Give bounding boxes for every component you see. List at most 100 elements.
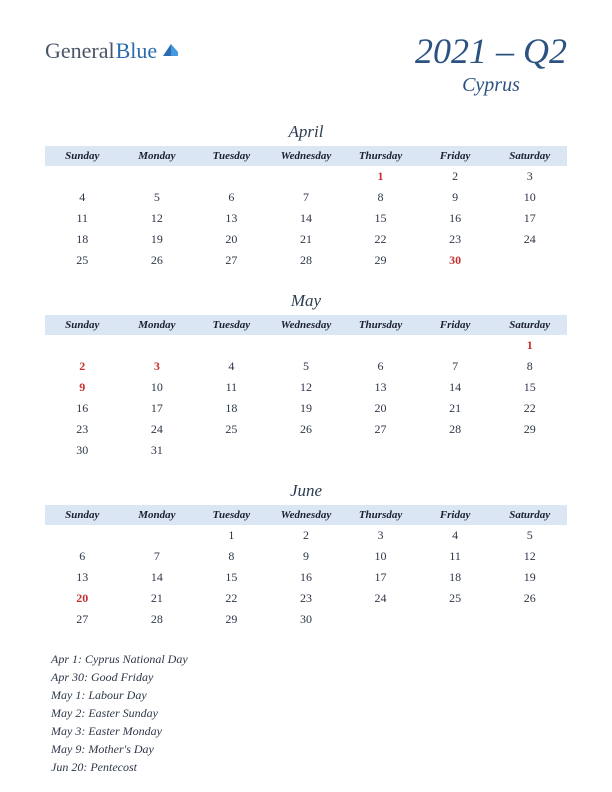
- day-header: Saturday: [492, 146, 567, 166]
- calendar-day-cell: 8: [194, 546, 269, 567]
- day-header: Sunday: [45, 505, 120, 525]
- calendar-day-cell: 4: [194, 356, 269, 377]
- calendar-day-cell: 23: [45, 419, 120, 440]
- calendar-day-cell: [343, 440, 418, 461]
- header: General Blue 2021 – Q2 Cyprus: [45, 30, 567, 97]
- calendar-day-cell: 20: [194, 229, 269, 250]
- calendar-day-cell: 27: [194, 250, 269, 271]
- calendar-table: SundayMondayTuesdayWednesdayThursdayFrid…: [45, 315, 567, 461]
- calendar-day-cell: 4: [418, 525, 493, 546]
- calendar-day-cell: [120, 335, 195, 356]
- calendar-day-cell: 13: [343, 377, 418, 398]
- calendar-day-cell: 28: [120, 609, 195, 630]
- calendar-day-cell: 15: [343, 208, 418, 229]
- calendar-day-cell: 14: [120, 567, 195, 588]
- calendar-day-cell: 30: [269, 609, 344, 630]
- calendar-day-cell: 14: [418, 377, 493, 398]
- calendar-week-row: 13141516171819: [45, 567, 567, 588]
- calendar-day-cell: 25: [418, 588, 493, 609]
- calendar-day-cell: 6: [194, 187, 269, 208]
- calendar-day-cell: 26: [120, 250, 195, 271]
- calendar-day-cell: 4: [45, 187, 120, 208]
- calendar-day-cell: 23: [269, 588, 344, 609]
- calendar-day-cell: 21: [418, 398, 493, 419]
- month-block: MaySundayMondayTuesdayWednesdayThursdayF…: [45, 291, 567, 461]
- holiday-entry: Apr 1: Cyprus National Day: [51, 650, 567, 668]
- calendar-day-cell: [194, 440, 269, 461]
- holiday-entry: May 3: Easter Monday: [51, 722, 567, 740]
- calendar-week-row: 3031: [45, 440, 567, 461]
- calendar-day-cell: 12: [492, 546, 567, 567]
- calendar-day-cell: 21: [120, 588, 195, 609]
- calendar-day-cell: 13: [45, 567, 120, 588]
- calendar-week-row: 16171819202122: [45, 398, 567, 419]
- calendar-day-cell: [269, 440, 344, 461]
- day-header: Wednesday: [269, 315, 344, 335]
- calendar-day-cell: [343, 335, 418, 356]
- calendar-day-cell: 18: [45, 229, 120, 250]
- calendar-day-cell: 17: [120, 398, 195, 419]
- calendars-container: AprilSundayMondayTuesdayWednesdayThursda…: [45, 122, 567, 630]
- calendar-day-cell: 30: [418, 250, 493, 271]
- calendar-day-cell: 22: [492, 398, 567, 419]
- month-title: April: [45, 122, 567, 142]
- calendar-day-cell: [492, 609, 567, 630]
- calendar-day-cell: 12: [269, 377, 344, 398]
- calendar-day-cell: 14: [269, 208, 344, 229]
- calendar-day-cell: 1: [194, 525, 269, 546]
- day-header: Saturday: [492, 315, 567, 335]
- calendar-day-cell: 7: [418, 356, 493, 377]
- calendar-table: SundayMondayTuesdayWednesdayThursdayFrid…: [45, 146, 567, 271]
- logo-text-general: General: [45, 38, 115, 64]
- calendar-week-row: 9101112131415: [45, 377, 567, 398]
- logo-triangle-icon: [161, 38, 179, 64]
- calendar-day-cell: 24: [120, 419, 195, 440]
- calendar-day-cell: 22: [194, 588, 269, 609]
- calendar-day-cell: 19: [120, 229, 195, 250]
- calendar-day-cell: [418, 609, 493, 630]
- calendar-day-cell: 9: [269, 546, 344, 567]
- day-header: Saturday: [492, 505, 567, 525]
- calendar-day-cell: [120, 525, 195, 546]
- calendar-day-cell: 1: [343, 166, 418, 187]
- holiday-entry: May 9: Mother's Day: [51, 740, 567, 758]
- calendar-week-row: 2345678: [45, 356, 567, 377]
- calendar-day-cell: 19: [492, 567, 567, 588]
- day-header: Thursday: [343, 146, 418, 166]
- calendar-day-cell: [343, 609, 418, 630]
- month-block: JuneSundayMondayTuesdayWednesdayThursday…: [45, 481, 567, 630]
- day-header: Monday: [120, 315, 195, 335]
- calendar-day-cell: 16: [45, 398, 120, 419]
- calendar-day-cell: 28: [418, 419, 493, 440]
- calendar-day-cell: 6: [45, 546, 120, 567]
- calendar-day-cell: [194, 335, 269, 356]
- calendar-week-row: 123: [45, 166, 567, 187]
- calendar-day-cell: 16: [418, 208, 493, 229]
- calendar-day-cell: 20: [343, 398, 418, 419]
- day-header: Wednesday: [269, 505, 344, 525]
- day-header: Tuesday: [194, 505, 269, 525]
- day-header: Monday: [120, 146, 195, 166]
- calendar-day-cell: 15: [194, 567, 269, 588]
- calendar-day-cell: 24: [492, 229, 567, 250]
- calendar-day-cell: 3: [343, 525, 418, 546]
- calendar-day-cell: [269, 335, 344, 356]
- holiday-entry: May 2: Easter Sunday: [51, 704, 567, 722]
- calendar-day-cell: 29: [194, 609, 269, 630]
- calendar-day-cell: 19: [269, 398, 344, 419]
- holidays-list: Apr 1: Cyprus National DayApr 30: Good F…: [45, 650, 567, 776]
- month-block: April SundayMondayTuesdayWednesdayThursda…: [45, 122, 567, 271]
- calendar-day-cell: 25: [45, 250, 120, 271]
- day-header: Sunday: [45, 146, 120, 166]
- calendar-day-cell: 7: [269, 187, 344, 208]
- calendar-day-cell: 29: [343, 250, 418, 271]
- calendar-day-cell: 23: [418, 229, 493, 250]
- calendar-day-cell: 25: [194, 419, 269, 440]
- calendar-week-row: 18192021222324: [45, 229, 567, 250]
- calendar-day-cell: 20: [45, 588, 120, 609]
- day-header: Friday: [418, 505, 493, 525]
- calendar-day-cell: 8: [343, 187, 418, 208]
- calendar-day-cell: 3: [120, 356, 195, 377]
- calendar-week-row: 11121314151617: [45, 208, 567, 229]
- calendar-day-cell: 2: [269, 525, 344, 546]
